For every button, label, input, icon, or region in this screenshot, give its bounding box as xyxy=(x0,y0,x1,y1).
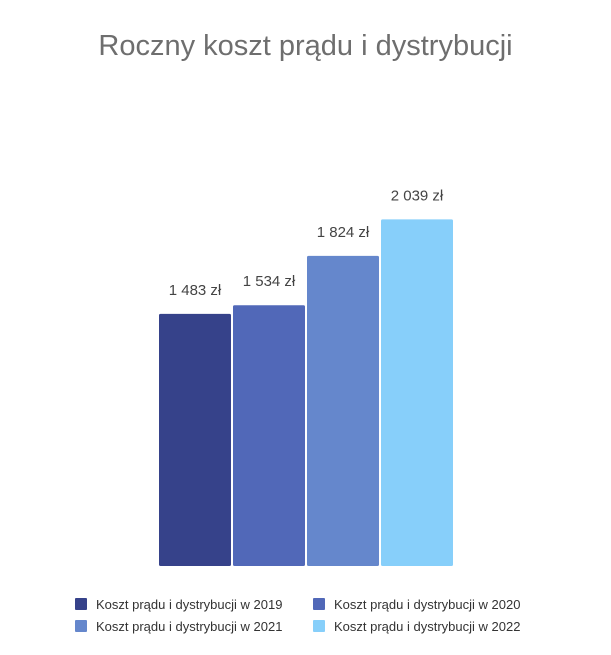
legend-label-2021: Koszt prądu i dystrybucji w 2021 xyxy=(96,618,283,634)
bar-labels-group: 1 483 zł 1 534 zł 1 824 zł 2 039 zł xyxy=(169,187,444,299)
chart-title: Roczny koszt prądu i dystrybucji xyxy=(98,30,513,62)
legend-item-2020: Koszt prądu i dystrybucji w 2020 xyxy=(313,596,543,612)
bar-label-2021: 1 824 zł xyxy=(317,224,370,241)
bar-2022 xyxy=(381,219,453,566)
legend-item-2022: Koszt prądu i dystrybucji w 2022 xyxy=(313,618,543,634)
legend-label-2020: Koszt prądu i dystrybucji w 2020 xyxy=(334,596,521,612)
bar-2020 xyxy=(233,305,305,566)
bar-2021 xyxy=(307,255,379,567)
bar-label-2019: 1 483 zł xyxy=(169,282,222,299)
bar-label-2020: 1 534 zł xyxy=(243,273,296,290)
legend-label-2019: Koszt prądu i dystrybucji w 2019 xyxy=(96,596,283,612)
bars-group xyxy=(159,219,453,567)
legend-swatch-2021 xyxy=(75,620,87,632)
legend-swatch-2019 xyxy=(75,598,87,610)
legend-item-2021: Koszt prądu i dystrybucji w 2021 xyxy=(75,618,313,634)
legend-item-2019: Koszt prądu i dystrybucji w 2019 xyxy=(75,596,313,612)
legend: Koszt prądu i dystrybucji w 2019 Koszt p… xyxy=(75,596,555,634)
legend-swatch-2022 xyxy=(313,620,325,632)
legend-swatch-2020 xyxy=(313,598,325,610)
bar-2019 xyxy=(159,313,231,566)
bar-label-2022: 2 039 zł xyxy=(391,187,444,204)
legend-label-2022: Koszt prądu i dystrybucji w 2022 xyxy=(334,618,521,634)
